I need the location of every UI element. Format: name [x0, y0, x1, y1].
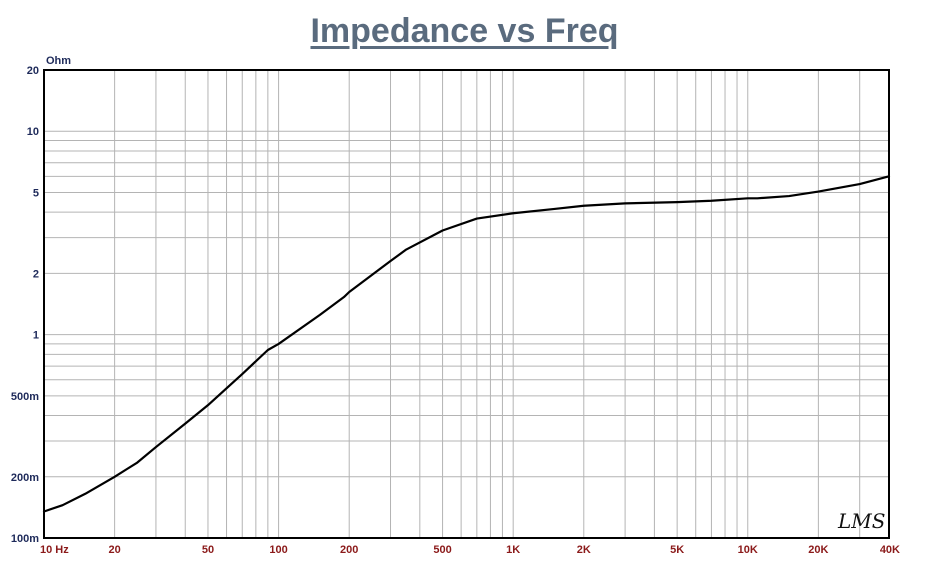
- y-tick-label: 10: [27, 126, 39, 138]
- x-tick-label: 200: [340, 544, 358, 556]
- y-tick-labels: 100m 200m 500m 1 2 5 10 20: [11, 65, 39, 545]
- y-tick-label: 20: [27, 65, 39, 77]
- x-tick-label: 40K: [880, 544, 900, 556]
- y-tick-label: 1: [33, 330, 39, 342]
- x-tick-labels: 10 Hz 20 50 100 200 500 1K 2K 5K 10K 20K 40K: [40, 544, 900, 556]
- y-tick-label: 200m: [11, 472, 39, 484]
- x-tick-label: 500: [433, 544, 451, 556]
- x-tick-label: 50: [202, 544, 214, 556]
- y-tick-label: 100m: [11, 533, 39, 545]
- plot-frame: [43, 69, 890, 539]
- x-tick-label: 10 Hz: [40, 544, 69, 556]
- y-tick-label: 5: [33, 187, 39, 199]
- chart-title: Impedance vs Freq: [310, 12, 619, 50]
- y-axis-unit-label: Ohm: [46, 55, 71, 67]
- x-tick-label: 10K: [738, 544, 758, 556]
- x-tick-label: 100: [269, 544, 287, 556]
- x-tick-label: 20: [108, 544, 120, 556]
- impedance-curve-group: [42, 175, 891, 513]
- y-tick-label: 500m: [11, 391, 39, 403]
- y-tick-label: 2: [33, 268, 39, 280]
- x-tick-label: 20K: [808, 544, 828, 556]
- x-tick-label: 1K: [506, 544, 520, 556]
- lms-logo: LMS: [837, 509, 885, 533]
- x-tick-label: 2K: [577, 544, 591, 556]
- grid-lines: [44, 70, 889, 538]
- x-tick-label: 5K: [670, 544, 684, 556]
- impedance-curve: [42, 175, 891, 513]
